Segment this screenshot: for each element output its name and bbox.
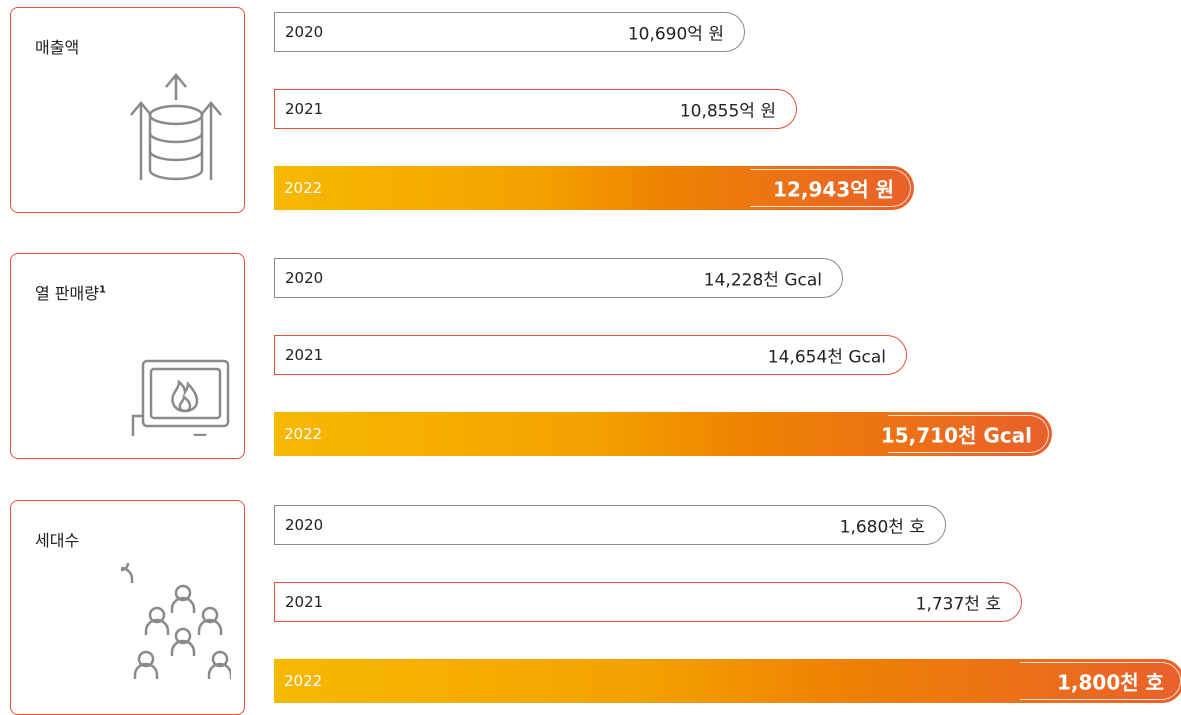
panel: 열 판매량1 2020 14,228천 Gcal 2021 14,654천 Gcal 2… (0, 253, 1181, 463)
year-label: 2020 (285, 23, 324, 41)
bar: 2021 10,855억 원 (274, 89, 797, 129)
value-label: 12,943억 원 (773, 177, 894, 202)
panel-box: 세대수 (10, 500, 245, 715)
year-label: 2021 (285, 593, 324, 611)
bar: 2022 1,800천 호 (274, 659, 1181, 703)
panel-title: 열 판매량 (35, 284, 99, 303)
value-label: 14,654천 Gcal (767, 347, 886, 368)
year-label: 2020 (285, 269, 324, 287)
value-label: 1,800천 호 (1056, 670, 1164, 695)
panel: 세대수 2020 1,680천 호 2021 1,737천 호 2022 1,800천 호 (0, 500, 1181, 715)
bar: 2021 1,737천 호 (274, 582, 1022, 622)
bar: 2020 1,680천 호 (274, 505, 946, 545)
bar: 2022 15,710천 Gcal (274, 412, 1052, 456)
value-label: 1,737천 호 (915, 594, 1001, 615)
value-label: 10,855억 원 (679, 101, 776, 122)
value-label: 1,680천 호 (839, 517, 925, 538)
bar: 2020 10,690억 원 (274, 12, 745, 52)
year-label: 2021 (285, 100, 324, 118)
panel: 매출액 2020 10,690억 원 2021 10,855억 원 2022 12,943… (0, 7, 1181, 217)
footnote-mark: 1 (98, 284, 106, 296)
value-label: 15,710천 Gcal (880, 423, 1032, 448)
panel-box: 매출액 (10, 7, 245, 213)
year-label: 2020 (285, 516, 324, 534)
panel-box: 열 판매량1 (10, 253, 245, 459)
year-label: 2021 (285, 346, 324, 364)
bar: 2020 14,228천 Gcal (274, 258, 843, 298)
panel-title: 매출액 (35, 38, 80, 57)
heat-icon (131, 359, 230, 436)
value-label: 14,228천 Gcal (703, 270, 822, 291)
bar: 2021 14,654천 Gcal (274, 335, 907, 375)
value-label: 10,690억 원 (627, 24, 724, 45)
year-label: 2022 (284, 425, 323, 443)
revenue-icon (130, 73, 222, 181)
household-icon (121, 563, 231, 681)
panel-title: 세대수 (35, 531, 80, 550)
bar: 2022 12,943억 원 (274, 166, 914, 210)
year-label: 2022 (284, 672, 323, 690)
panel-title: 열 판매량1 (35, 280, 106, 304)
year-label: 2022 (284, 179, 323, 197)
